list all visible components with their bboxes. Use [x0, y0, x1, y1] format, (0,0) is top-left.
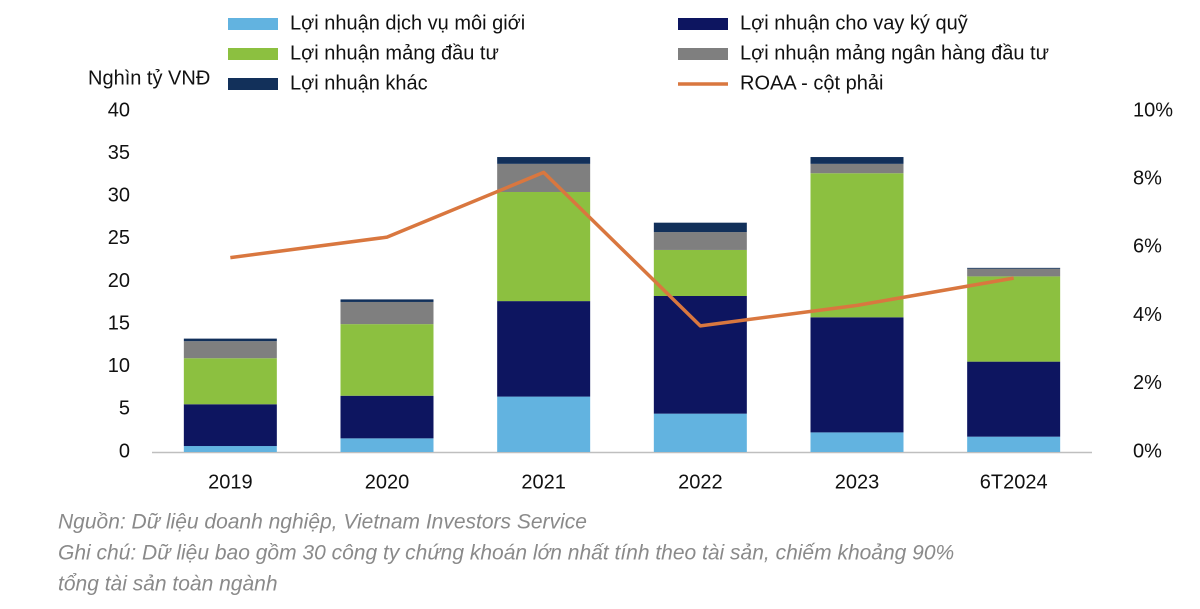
bar-segment: [497, 396, 591, 452]
footnote: tổng tài sản toàn ngành: [58, 573, 278, 596]
y-axis-title: Nghìn tỷ VNĐ: [88, 67, 210, 89]
line-series: [230, 170, 1014, 328]
x-tick-label: 2021: [521, 471, 566, 493]
y-tick-label: 5: [119, 398, 130, 420]
bar-segment: [183, 338, 277, 342]
x-tick-label: 2019: [208, 471, 253, 493]
legend-label: Lợi nhuận mảng đầu tư: [290, 42, 499, 64]
bar-segment: [810, 163, 904, 174]
bar-segment: [653, 232, 747, 250]
footnote: Nguồn: Dữ liệu doanh nghiệp, Vietnam Inv…: [58, 511, 587, 534]
legend-swatch: [678, 48, 728, 60]
y2-tick-label: 6%: [1133, 236, 1162, 258]
y-tick-label: 15: [108, 312, 130, 334]
legend-label: Lợi nhuận mảng ngân hàng đầu tư: [740, 42, 1049, 64]
x-tick-label: 2020: [365, 471, 410, 493]
legend-label: Lợi nhuận cho vay ký quỹ: [740, 12, 968, 34]
x-tick-label: 6T2024: [980, 471, 1048, 493]
bar-segment: [497, 191, 591, 302]
bar-segment: [183, 358, 277, 405]
bar-segment: [653, 413, 747, 452]
bar-segment: [340, 299, 434, 302]
bar-segment: [810, 173, 904, 318]
y-tick-label: 0: [119, 440, 130, 462]
legend-swatch: [228, 18, 278, 30]
legend-label: Lợi nhuận dịch vụ môi giới: [290, 12, 525, 34]
bar-segment: [340, 301, 434, 325]
x-tick-label: 2022: [678, 471, 723, 493]
y-tick-label: 40: [108, 99, 130, 121]
bar-segment: [653, 295, 747, 414]
bar-segment: [340, 395, 434, 439]
y2-tick-label: 2%: [1133, 372, 1162, 394]
bar-segment: [967, 436, 1061, 452]
bar-segment: [183, 341, 277, 359]
x-tick-label: 2023: [835, 471, 880, 493]
y2-tick-label: 10%: [1133, 99, 1173, 121]
footnote: Ghi chú: Dữ liệu bao gồm 30 công ty chứn…: [58, 542, 954, 565]
bar-segment: [183, 404, 277, 447]
bar-segment: [340, 438, 434, 452]
bar-segment: [810, 317, 904, 433]
legend-swatch: [678, 18, 728, 30]
bar-segment: [340, 324, 434, 396]
y2-tick-label: 8%: [1133, 167, 1162, 189]
legend-swatch: [228, 48, 278, 60]
bar-segment: [653, 249, 747, 296]
bar-segment: [183, 446, 277, 452]
y-tick-label: 30: [108, 185, 130, 207]
legend-label: ROAA - cột phải: [740, 72, 883, 94]
bar-segment: [497, 301, 591, 397]
bar-segment: [810, 432, 904, 452]
y2-tick-label: 0%: [1133, 440, 1162, 462]
bar-segment: [497, 157, 591, 164]
y-tick-label: 35: [108, 142, 130, 164]
y-tick-label: 10: [108, 355, 130, 377]
bar-segment: [653, 222, 747, 233]
legend-swatch: [228, 78, 278, 90]
y-tick-label: 20: [108, 270, 130, 292]
bar-segment: [967, 267, 1061, 269]
y2-tick-label: 4%: [1133, 304, 1162, 326]
bar-segment: [967, 276, 1061, 362]
bar-segment: [497, 163, 591, 192]
bar-segment: [967, 361, 1061, 437]
legend-label: Lợi nhuận khác: [290, 72, 428, 94]
y-tick-label: 25: [108, 227, 130, 249]
bar-segment: [967, 268, 1061, 277]
bar-segment: [810, 157, 904, 164]
